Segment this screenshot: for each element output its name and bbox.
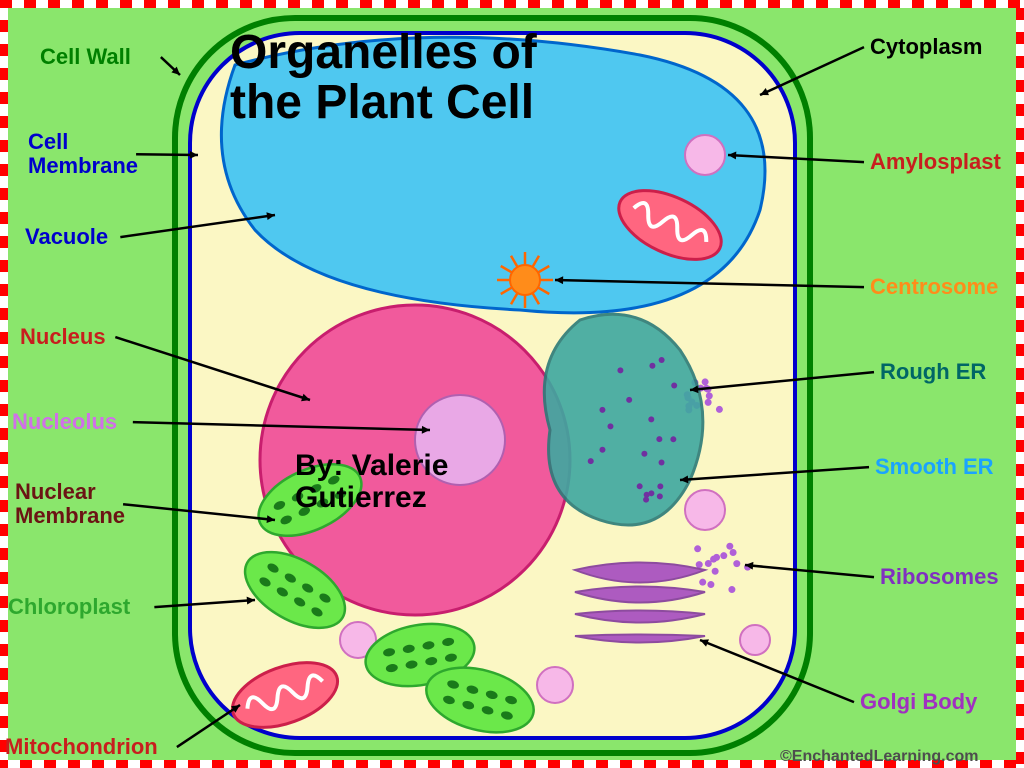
label-nuclear-membrane: Nuclear Membrane [15, 480, 125, 528]
label-nucleolus: Nucleolus [12, 410, 117, 434]
label-ribosomes: Ribosomes [880, 565, 999, 589]
label-vacuole: Vacuole [25, 225, 108, 249]
label-mitochondrion: Mitochondrion [5, 735, 158, 759]
label-golgi-body: Golgi Body [860, 690, 977, 714]
label-cytoplasm: Cytoplasm [870, 35, 982, 59]
label-nucleus: Nucleus [20, 325, 106, 349]
diagram-stage: Organelles of the Plant Cell By: Valerie… [0, 0, 1024, 768]
label-rough-er: Rough ER [880, 360, 986, 384]
label-centrosome: Centrosome [870, 275, 998, 299]
label-chloroplast: Chloroplast [8, 595, 130, 619]
diagram-title: Organelles of the Plant Cell [230, 28, 590, 129]
credit-text: ©EnchantedLearning.com [780, 748, 978, 766]
label-cell-membrane: Cell Membrane [28, 130, 138, 178]
label-amyloplast: Amylosplast [870, 150, 1001, 174]
label-cell-wall: Cell Wall [40, 45, 131, 69]
diagram-byline: By: Valerie Gutierrez [295, 450, 555, 513]
label-smooth-er: Smooth ER [875, 455, 994, 479]
